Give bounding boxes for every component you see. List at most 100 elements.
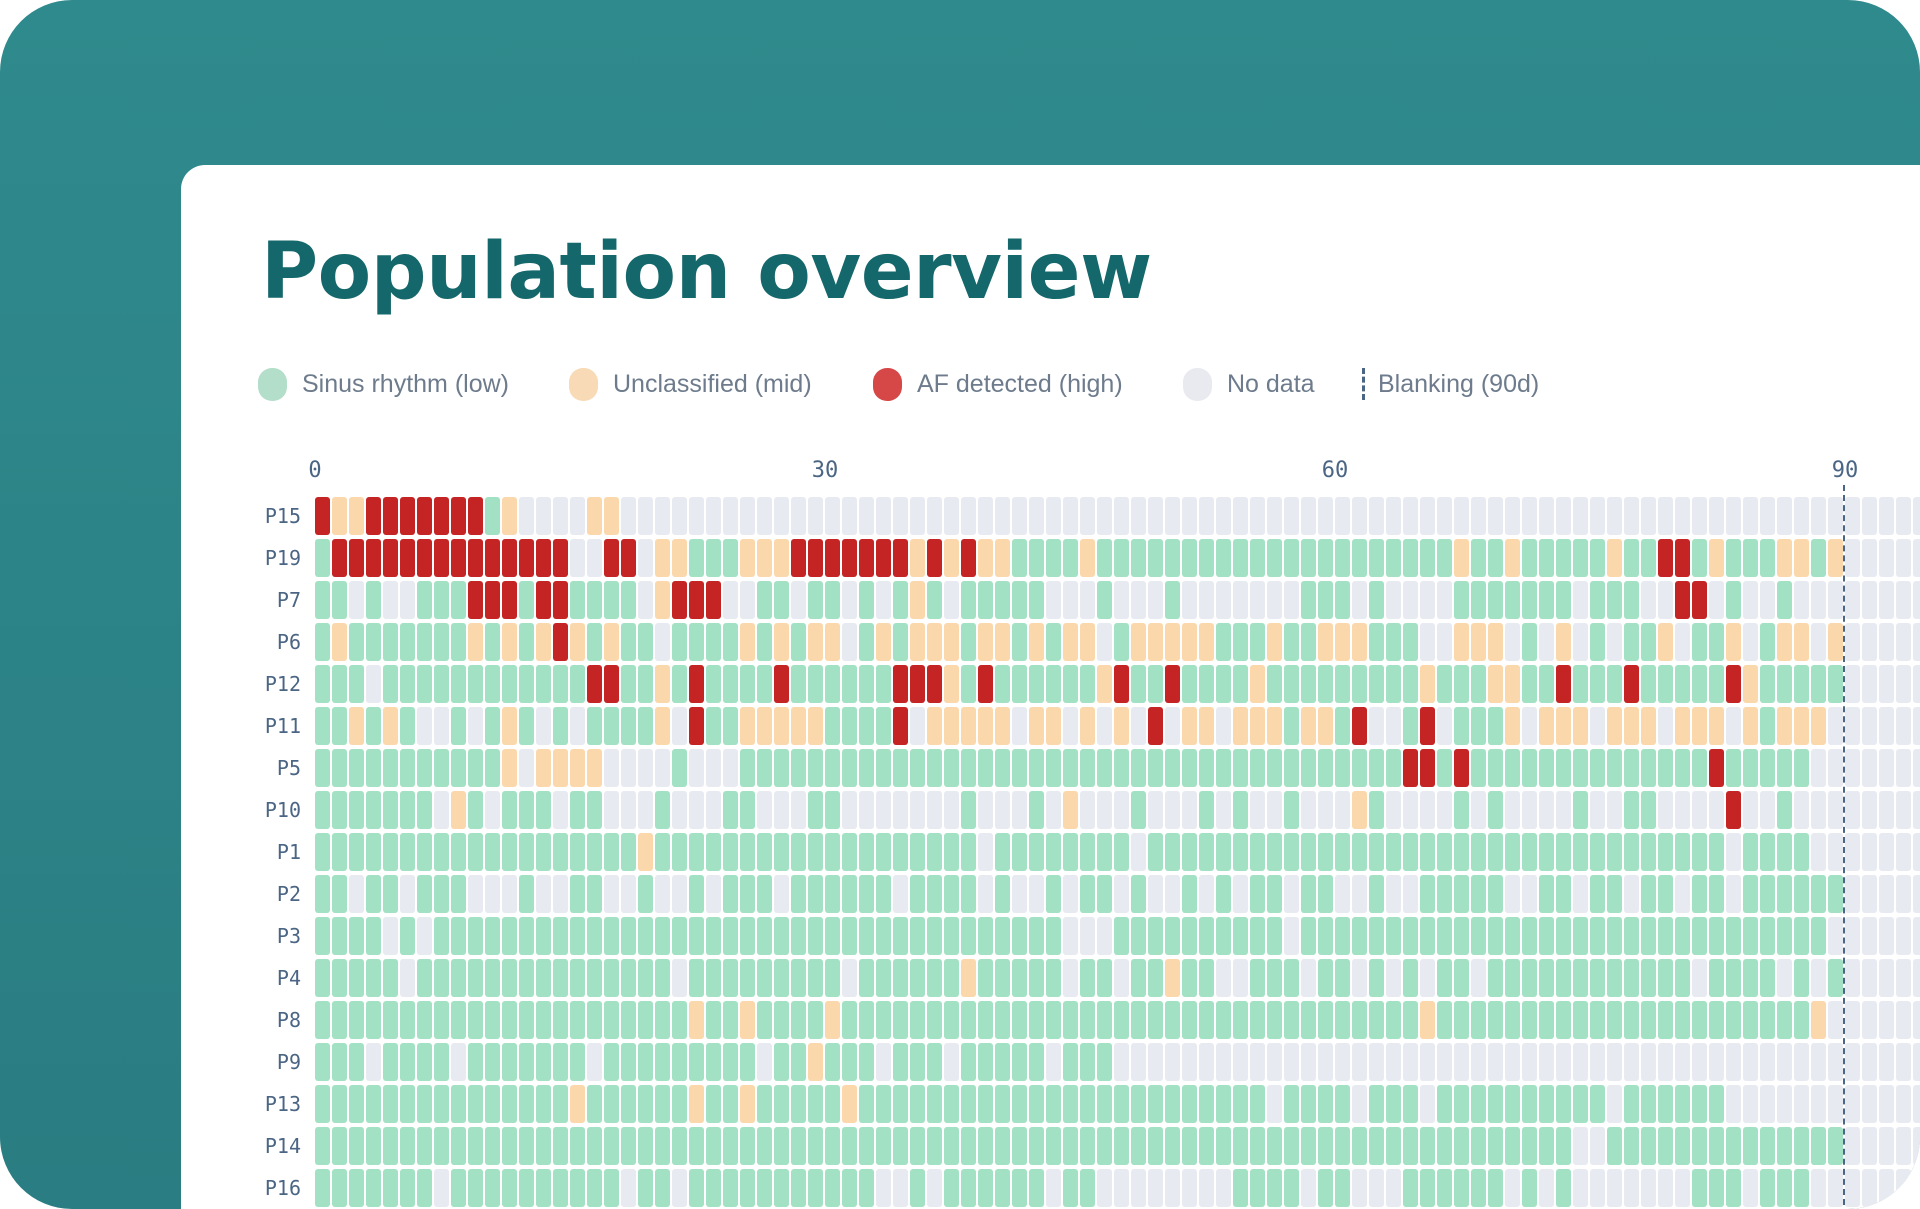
heatmap-cell: [774, 707, 789, 745]
heatmap-cell: [978, 959, 993, 997]
heatmap-cell: [774, 791, 789, 829]
heatmap-cell: [927, 1001, 942, 1039]
heatmap-cell: [1709, 1085, 1724, 1123]
page-title: Population overview: [261, 227, 1152, 317]
heatmap-cell: [1301, 875, 1316, 913]
heatmap-cell: [502, 665, 517, 703]
heatmap-cell: [502, 1043, 517, 1081]
heatmap-cell: [1862, 665, 1877, 703]
heatmap-cell: [1641, 1043, 1656, 1081]
heatmap-cell: [1777, 959, 1792, 997]
heatmap-cell: [1675, 1169, 1690, 1207]
heatmap-cell: [1760, 581, 1775, 619]
heatmap-cell: [332, 665, 347, 703]
heatmap-cell: [1896, 959, 1911, 997]
heatmap-cell: [1267, 959, 1282, 997]
heatmap-cell: [1080, 1001, 1095, 1039]
heatmap-cell: [621, 1169, 636, 1207]
heatmap-cell: [1165, 497, 1180, 535]
heatmap-cell: [1811, 1001, 1826, 1039]
heatmap-cell: [1743, 1169, 1758, 1207]
heatmap-cell: [1590, 917, 1605, 955]
heatmap-cell: [621, 1001, 636, 1039]
heatmap-cell: [1607, 1043, 1622, 1081]
heatmap-cell: [1199, 623, 1214, 661]
heatmap-cell: [893, 497, 908, 535]
heatmap-cell: [825, 1043, 840, 1081]
heatmap-cell: [1607, 791, 1622, 829]
heatmap-cell: [451, 1169, 466, 1207]
heatmap-cell: [876, 749, 891, 787]
heatmap-cell: [1505, 581, 1520, 619]
heatmap-cell: [1607, 539, 1622, 577]
heatmap-cell: [1471, 1169, 1486, 1207]
heatmap-cell: [1777, 497, 1792, 535]
heatmap-cell: [1352, 497, 1367, 535]
heatmap-cell: [791, 1043, 806, 1081]
heatmap-cell: [1522, 1169, 1537, 1207]
heatmap-cell: [1420, 665, 1435, 703]
heatmap-cell: [1828, 707, 1843, 745]
heatmap-cell: [757, 623, 772, 661]
heatmap-cell: [1573, 1169, 1588, 1207]
heatmap-cell: [1556, 539, 1571, 577]
heatmap-cell: [859, 665, 874, 703]
heatmap-cell: [1080, 707, 1095, 745]
heatmap-cell: [1267, 623, 1282, 661]
heatmap-cell: [1352, 1001, 1367, 1039]
heatmap-cell: [1148, 875, 1163, 913]
heatmap-cell: [502, 623, 517, 661]
heatmap-cell: [587, 1169, 602, 1207]
heatmap-cell: [825, 749, 840, 787]
heatmap-cell: [1097, 623, 1112, 661]
heatmap-cell: [1437, 833, 1452, 871]
heatmap-cell: [1063, 707, 1078, 745]
heatmap-cell: [978, 791, 993, 829]
heatmap-cell: [468, 623, 483, 661]
heatmap-cell: [1607, 707, 1622, 745]
heatmap-cell: [1641, 749, 1656, 787]
heatmap-cell: [451, 707, 466, 745]
heatmap-cell: [757, 833, 772, 871]
heatmap-cell: [1250, 1127, 1265, 1165]
heatmap-cell: [1267, 665, 1282, 703]
heatmap-cell: [1522, 1127, 1537, 1165]
heatmap-cell: [1573, 581, 1588, 619]
heatmap-cell: [1233, 875, 1248, 913]
heatmap-cell: [723, 497, 738, 535]
heatmap-cell: [1556, 1127, 1571, 1165]
heatmap-cell: [723, 959, 738, 997]
heatmap-cell: [1913, 623, 1920, 661]
heatmap-cell: [1046, 581, 1061, 619]
heatmap-cell: [1505, 749, 1520, 787]
heatmap-cell: [1811, 791, 1826, 829]
heatmap-cell: [1080, 665, 1095, 703]
heatmap-cell: [1267, 1169, 1282, 1207]
heatmap-cell: [536, 665, 551, 703]
heatmap-cell: [1403, 875, 1418, 913]
heatmap-cell: [740, 497, 755, 535]
heatmap-cell: [519, 875, 534, 913]
heatmap-cell: [1046, 665, 1061, 703]
heatmap-cell: [740, 1085, 755, 1123]
heatmap-cell: [876, 539, 891, 577]
heatmap-cell: [1437, 1001, 1452, 1039]
x-tick-label: 30: [811, 458, 839, 483]
legend-dot-icon: [258, 367, 287, 401]
heatmap-cell: [1913, 539, 1920, 577]
heatmap-cell: [1828, 917, 1843, 955]
heatmap-cell: [332, 1085, 347, 1123]
heatmap-cell: [400, 539, 415, 577]
heatmap-cell: [774, 959, 789, 997]
heatmap-cell: [1165, 1043, 1180, 1081]
heatmap-cell: [1845, 665, 1860, 703]
heatmap-cell: [638, 959, 653, 997]
heatmap-cell: [587, 497, 602, 535]
heatmap-cell: [604, 707, 619, 745]
heatmap-cell: [1573, 539, 1588, 577]
heatmap-cell: [1454, 833, 1469, 871]
heatmap-cell: [1743, 581, 1758, 619]
heatmap-cell: [1403, 1169, 1418, 1207]
heatmap-cell: [1641, 1127, 1656, 1165]
heatmap-cell: [1573, 1085, 1588, 1123]
